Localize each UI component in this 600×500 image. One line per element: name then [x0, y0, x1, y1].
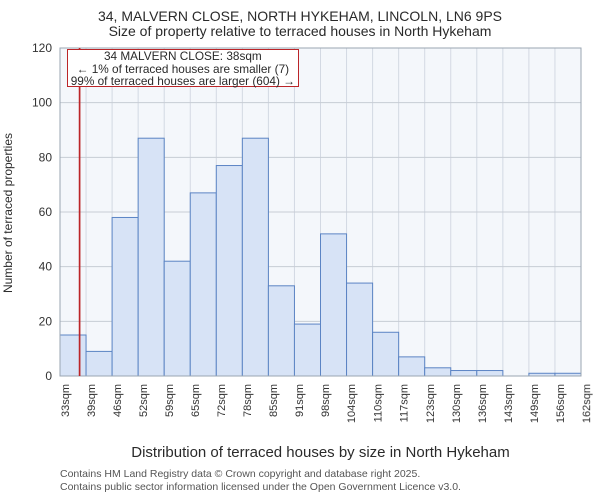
svg-text:20: 20: [39, 314, 53, 328]
svg-text:0: 0: [45, 369, 52, 383]
svg-text:40: 40: [39, 260, 53, 274]
svg-text:100: 100: [32, 96, 52, 110]
svg-text:60: 60: [39, 205, 53, 219]
svg-text:120: 120: [32, 41, 52, 55]
svg-text:80: 80: [39, 150, 53, 164]
